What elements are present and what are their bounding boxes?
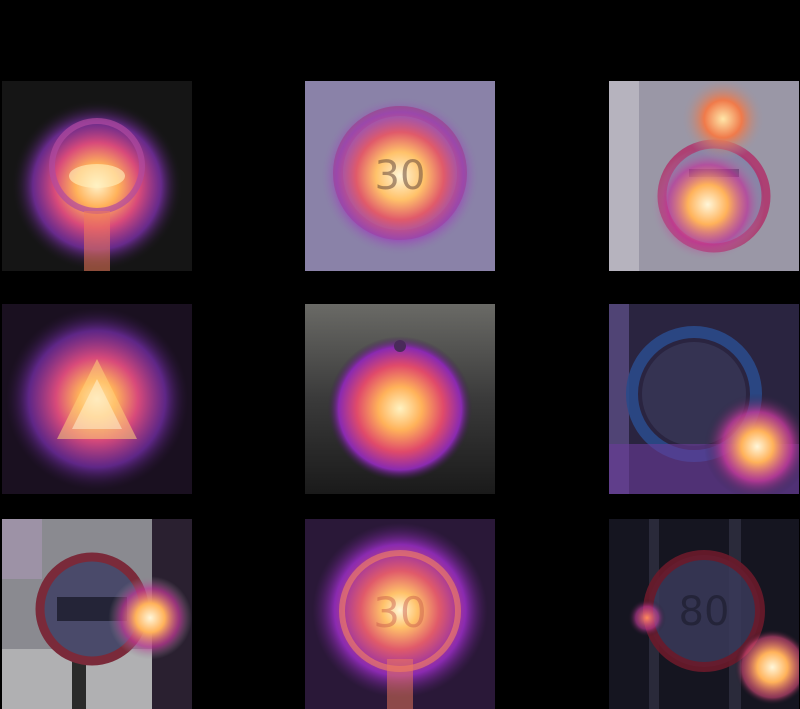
saliency-overlay-image: 30 — [305, 81, 495, 271]
heatmap-tile-r0-c1: 30 — [305, 81, 495, 271]
saliency-overlay-image — [609, 81, 799, 271]
heatmap-tile-r0-c0 — [2, 81, 192, 271]
saliency-overlay-image — [305, 304, 495, 494]
saliency-overlay-image — [2, 81, 192, 271]
saliency-overlay-image — [2, 304, 192, 494]
heatmap-tile-r2-c1: 30 — [305, 519, 495, 709]
heatmap-tile-r2-c0 — [2, 519, 192, 709]
sign-digits: 30 — [373, 588, 426, 637]
saliency-overlay-image: 80 — [609, 519, 799, 709]
heatmap-tile-r0-c2 — [609, 81, 799, 271]
heatmap-tile-r2-c2: 80 — [609, 519, 799, 709]
heatmap-tile-r1-c1 — [305, 304, 495, 494]
saliency-overlay-image — [2, 519, 192, 709]
heatmap-tile-r1-c0 — [2, 304, 192, 494]
heatmap-tile-r1-c2 — [609, 304, 799, 494]
saliency-overlay-image: 30 — [305, 519, 495, 709]
saliency-overlay-image — [609, 304, 799, 494]
sign-digits: 30 — [375, 153, 426, 199]
